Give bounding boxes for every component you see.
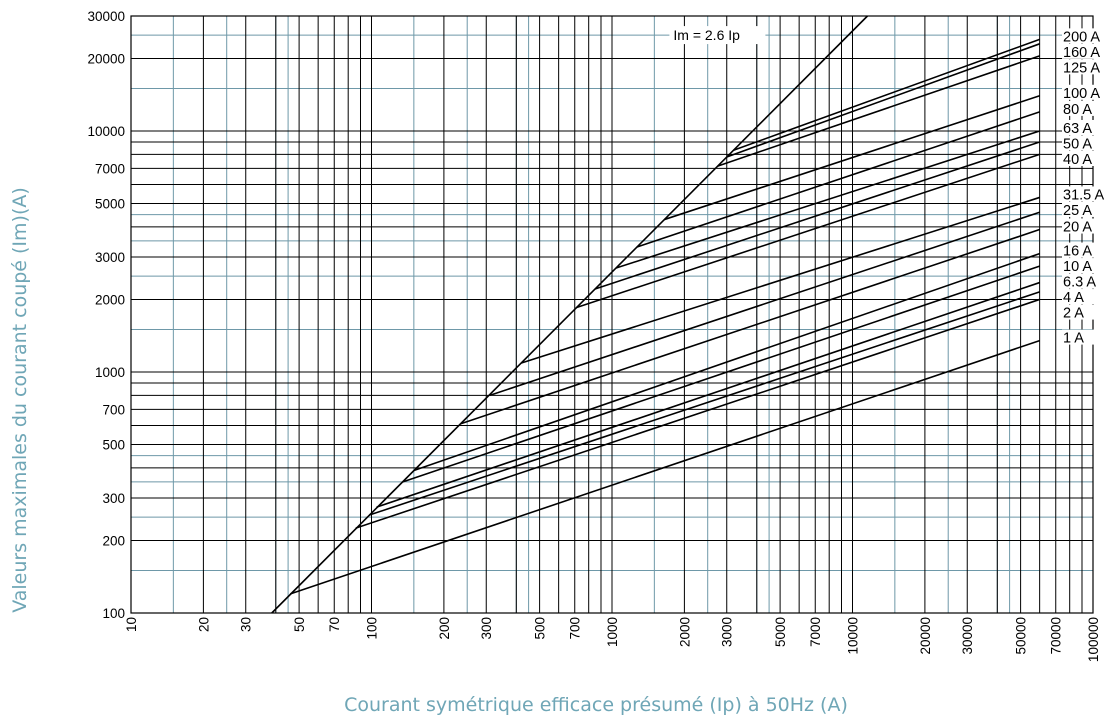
series-label-bg: [1062, 289, 1112, 305]
y-tick-label: 500: [102, 438, 125, 453]
series-label: 50 A: [1063, 136, 1092, 152]
x-tick-label: 50: [292, 617, 307, 632]
series-line: [290, 339, 1040, 595]
x-tick-label: 30000: [960, 617, 975, 655]
y-tick-label: 2000: [95, 292, 125, 307]
reference-line-label: Im = 2.6 Ip: [673, 27, 740, 43]
series-label-bg: [1062, 28, 1112, 44]
x-tick-label: 2000: [677, 617, 692, 647]
series-line: [664, 95, 1040, 221]
series-label: 2 A: [1063, 306, 1084, 322]
x-tick-label: 100: [365, 617, 380, 640]
x-tick-label: 70000: [1049, 617, 1064, 655]
y-tick-label: 20000: [87, 51, 125, 66]
series-line: [575, 153, 1040, 309]
x-tick-label: 700: [568, 617, 583, 640]
curves: [271, 15, 1040, 614]
series-label: 6.3 A: [1063, 275, 1096, 291]
series-label-bg: [1062, 242, 1112, 258]
y-tick-label: 1000: [95, 365, 125, 380]
series-label-bg: [1062, 218, 1112, 234]
series-line: [376, 281, 1040, 508]
grid: [130, 15, 1094, 614]
series-label: 125 A: [1063, 60, 1100, 76]
y-tick-label: 200: [102, 533, 125, 548]
series-label: 200 A: [1063, 29, 1100, 45]
series-line: [521, 196, 1040, 364]
y-axis-title-container: Valeurs maximales du courant coupé (Im)(…: [0, 0, 40, 620]
series-line: [413, 252, 1040, 472]
series-label-bg: [1062, 273, 1112, 289]
reference-line: [271, 15, 869, 614]
x-tick-label: 30: [239, 617, 254, 632]
y-tick-label: 10000: [87, 124, 125, 139]
y-tick-label: 5000: [95, 197, 125, 212]
series-label-bg: [1062, 329, 1112, 345]
series-label: 1 A: [1063, 331, 1084, 347]
x-tick-label: 10: [124, 617, 139, 632]
series-line: [355, 298, 1040, 529]
y-tick-label: 100: [102, 606, 125, 621]
series-label-bg: [1062, 201, 1112, 217]
y-tick-label: 700: [102, 402, 125, 417]
series-label-bg: [1062, 258, 1112, 274]
x-tick-label: 7000: [808, 617, 823, 647]
x-tick-label: 3000: [720, 617, 735, 647]
series-label: 20 A: [1063, 220, 1092, 236]
series-label-bg: [1062, 43, 1112, 59]
series-label: 25 A: [1063, 203, 1092, 219]
x-tick-label: 100000: [1086, 617, 1101, 662]
x-axis-title-container: Courant symétrique efficace présumé (Ip)…: [0, 694, 1112, 716]
series-line: [733, 38, 1040, 151]
series-line: [369, 291, 1040, 516]
ticks: 100 200 300 500 700 1000 2000 3000 5000 7000 10000…: [87, 9, 1101, 662]
y-axis-title: Valeurs maximales du courant coupé (Im)(…: [9, 187, 31, 613]
series-line: [594, 141, 1040, 290]
reference-line-label-bg: [669, 26, 766, 45]
x-tick-label: 5000: [773, 617, 788, 647]
series-label: 63 A: [1063, 121, 1092, 137]
series-label-bg: [1062, 59, 1112, 75]
series-line: [636, 111, 1040, 248]
y-tick-label: 30000: [87, 9, 125, 24]
series-label-bg: [1062, 100, 1112, 116]
x-tick-label: 10000: [846, 617, 861, 655]
series-label: 40 A: [1063, 152, 1092, 168]
y-tick-label: 300: [102, 491, 125, 506]
series-line: [717, 55, 1040, 167]
series-label: 31.5 A: [1063, 187, 1104, 203]
series-label: 80 A: [1063, 102, 1092, 118]
series-label-bg: [1062, 304, 1112, 320]
series-line: [460, 228, 1040, 425]
series-label-bg: [1062, 119, 1112, 135]
series-label: 100 A: [1063, 86, 1100, 102]
series-label-bg: [1062, 84, 1112, 100]
series-label-bg: [1062, 135, 1112, 151]
series-line: [402, 265, 1040, 483]
x-tick-label: 200: [437, 617, 452, 640]
x-tick-label: 70: [327, 617, 342, 632]
y-tick-label: 7000: [95, 161, 125, 176]
x-tick-label: 300: [479, 617, 494, 640]
series-label: 10 A: [1063, 259, 1092, 275]
series-label: 16 A: [1063, 244, 1092, 260]
series-label-bg: [1062, 150, 1112, 166]
x-tick-label: 50000: [1014, 617, 1029, 655]
series-line: [489, 211, 1040, 397]
y-tick-label: 3000: [95, 250, 125, 265]
x-tick-label: 20000: [918, 617, 933, 655]
series-label: 160 A: [1063, 45, 1100, 61]
x-tick-label: 20: [196, 617, 211, 632]
series-label: 4 A: [1063, 290, 1084, 306]
series-line: [726, 43, 1040, 158]
x-axis-title: Courant symétrique efficace présumé (Ip)…: [344, 694, 848, 716]
x-tick-label: 1000: [605, 617, 620, 647]
series-label-bg: [1062, 186, 1112, 202]
series-line: [615, 130, 1040, 269]
x-tick-label: 500: [533, 617, 548, 640]
